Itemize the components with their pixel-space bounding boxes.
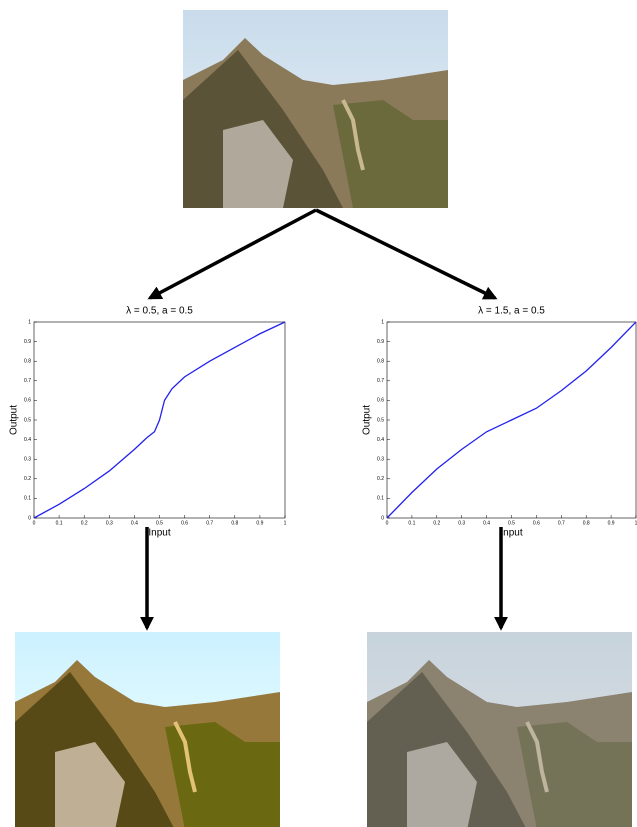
x-tick-label: 0.3 xyxy=(458,520,465,526)
x-tick-label: 0.4 xyxy=(131,520,138,526)
x-tick-label: 0.1 xyxy=(56,520,63,526)
y-axis-label: Output xyxy=(9,405,20,435)
x-tick-label: 0.3 xyxy=(106,520,113,526)
y-tick-label: 0.6 xyxy=(377,398,384,404)
y-tick-label: 1 xyxy=(28,319,31,325)
chart-title: λ = 1.5, a = 0.5 xyxy=(478,306,545,317)
curve xyxy=(387,322,636,518)
input-photo xyxy=(183,10,448,208)
arrow xyxy=(316,210,495,298)
x-tick-label: 0.4 xyxy=(483,520,490,526)
x-tick-label: 0.2 xyxy=(433,520,440,526)
x-tick-label: 0.1 xyxy=(408,520,415,526)
y-tick-label: 0 xyxy=(28,515,31,521)
y-tick-label: 0.4 xyxy=(377,437,384,443)
x-tick-label: 0.7 xyxy=(558,520,565,526)
y-tick-label: 0.5 xyxy=(24,417,31,423)
y-tick-label: 0.2 xyxy=(24,476,31,482)
y-tick-label: 0.3 xyxy=(24,457,31,463)
y-tick-label: 0.6 xyxy=(24,398,31,404)
x-axis-label: Input xyxy=(500,528,522,539)
y-tick-label: 0.8 xyxy=(24,359,31,365)
arrow xyxy=(150,210,316,298)
x-tick-label: 0.9 xyxy=(256,520,263,526)
y-tick-label: 0.7 xyxy=(377,378,384,384)
x-tick-label: 1 xyxy=(284,520,287,526)
x-tick-label: 0.2 xyxy=(81,520,88,526)
x-tick-label: 0.8 xyxy=(583,520,590,526)
x-tick-label: 0.5 xyxy=(156,520,163,526)
x-tick-label: 0.5 xyxy=(508,520,515,526)
output-photo-right xyxy=(367,632,632,827)
y-tick-label: 0.9 xyxy=(24,339,31,345)
x-tick-label: 0.6 xyxy=(533,520,540,526)
y-tick-label: 0.5 xyxy=(377,417,384,423)
curve xyxy=(34,322,285,518)
x-tick-label: 0.7 xyxy=(206,520,213,526)
output-photo-left xyxy=(15,632,280,827)
x-tick-label: 0.6 xyxy=(181,520,188,526)
y-tick-label: 0.7 xyxy=(24,378,31,384)
y-tick-label: 0.1 xyxy=(377,496,384,502)
y-tick-label: 0.2 xyxy=(377,476,384,482)
y-tick-label: 0.1 xyxy=(24,496,31,502)
y-tick-label: 0 xyxy=(381,515,384,521)
x-tick-label: 0 xyxy=(33,520,36,526)
x-tick-label: 0 xyxy=(386,520,389,526)
y-tick-label: 0.9 xyxy=(377,339,384,345)
figure: λ = 0.5, a = 0.5 Input Output 0 0.1 0.2 0.3 0.4… xyxy=(0,0,637,827)
chart-title: λ = 0.5, a = 0.5 xyxy=(126,306,193,317)
x-tick-label: 0.8 xyxy=(231,520,238,526)
y-tick-label: 1 xyxy=(381,319,384,325)
y-axis-label: Output xyxy=(362,405,373,435)
x-axis-label: Input xyxy=(148,528,170,539)
y-tick-label: 0.8 xyxy=(377,359,384,365)
x-tick-label: 0.9 xyxy=(608,520,615,526)
y-tick-label: 0.3 xyxy=(377,457,384,463)
y-tick-label: 0.4 xyxy=(24,437,31,443)
